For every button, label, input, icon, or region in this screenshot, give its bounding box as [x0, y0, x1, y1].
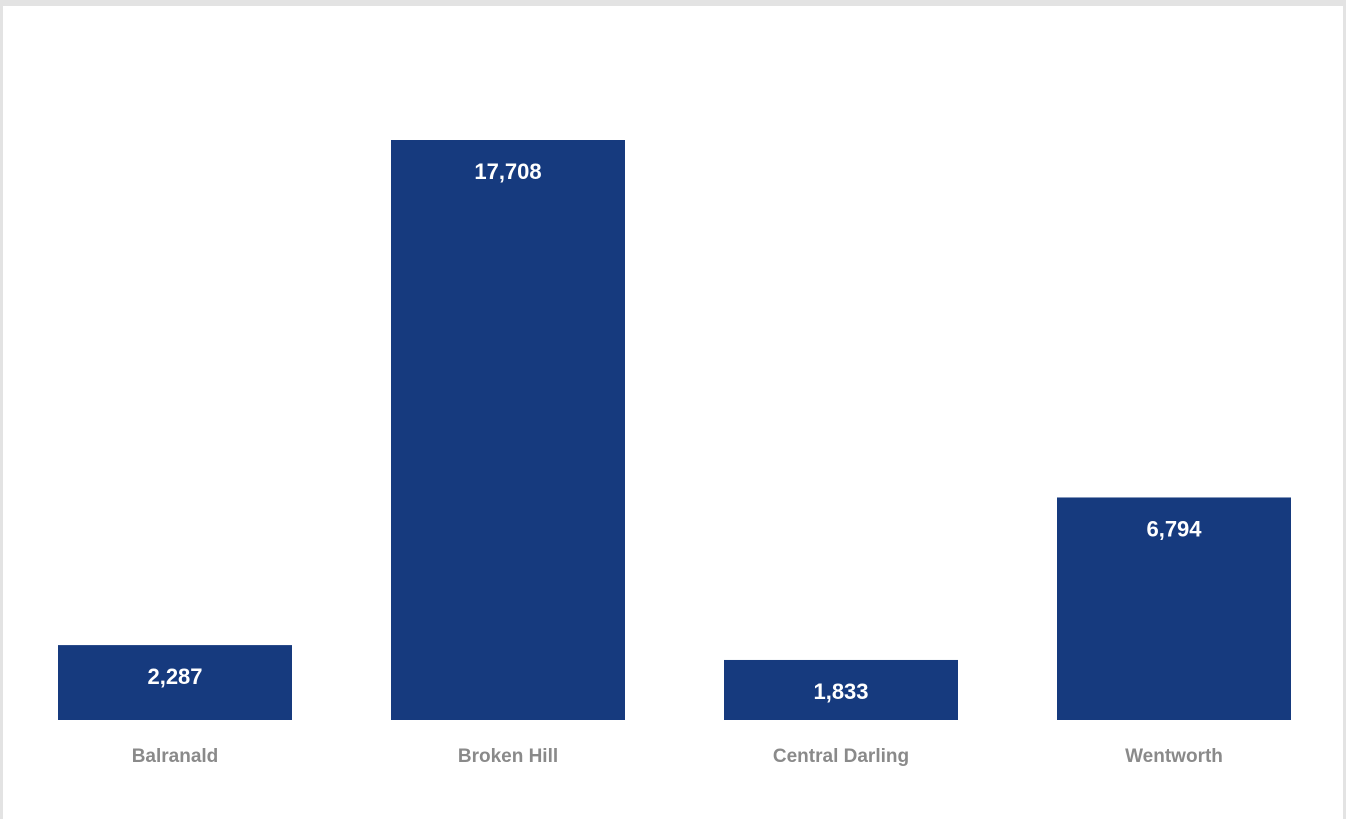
category-label-balranald: Balranald [132, 746, 219, 767]
data-label-broken-hill: 17,708 [474, 159, 541, 184]
category-label-broken-hill: Broken Hill [458, 746, 558, 767]
bar-central-darling [724, 659, 958, 720]
category-label-central-darling: Central Darling [773, 746, 909, 767]
bar-balranald [58, 645, 292, 720]
data-label-balranald: 2,287 [147, 664, 202, 689]
data-label-wentworth: 6,794 [1146, 516, 1202, 541]
bar-broken-hill [391, 140, 625, 720]
category-label-wentworth: Wentworth [1125, 746, 1223, 767]
data-label-central-darling: 1,833 [813, 679, 868, 704]
bar-wentworth [1057, 497, 1291, 720]
